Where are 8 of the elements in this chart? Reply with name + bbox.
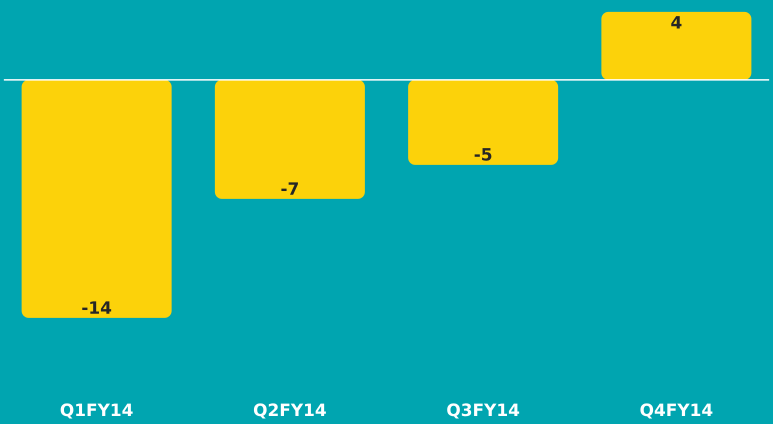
data-label: -5 <box>474 148 492 161</box>
data-label: -14 <box>82 301 112 314</box>
x-tick-label: Q1FY14 <box>60 403 133 418</box>
data-label: -7 <box>281 182 298 195</box>
data-label: 4 <box>671 16 682 28</box>
x-tick-label: Q2FY14 <box>254 403 326 418</box>
x-tick-label: Q4FY14 <box>640 403 712 418</box>
x-tick-label: Q3FY14 <box>447 403 520 418</box>
